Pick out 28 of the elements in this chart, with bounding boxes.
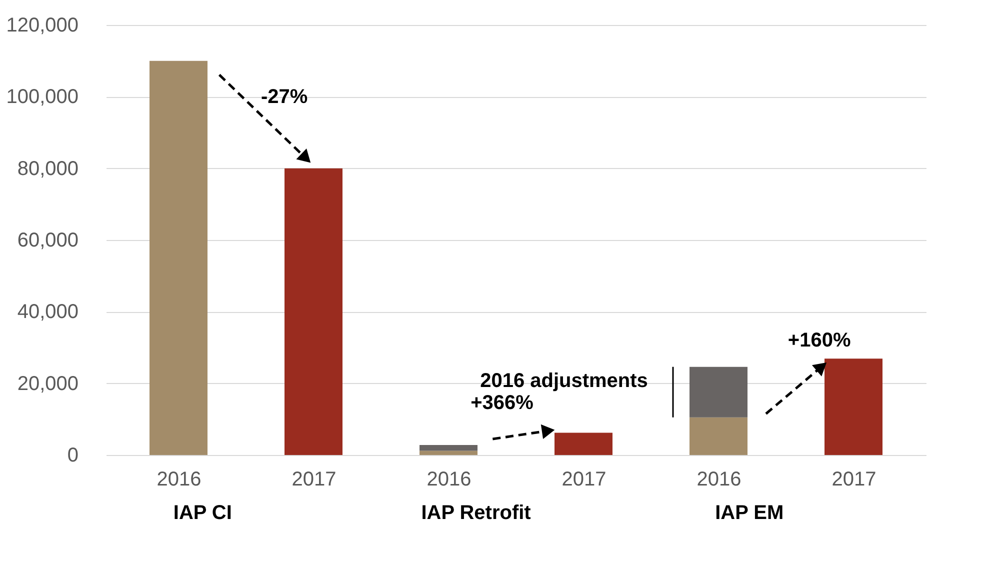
x-tick-label: 2017	[832, 468, 876, 490]
text: IAP Retrofit	[421, 502, 532, 524]
annotation: +366%	[470, 392, 534, 414]
x-tick-label: 2016	[696, 468, 742, 490]
bar	[824, 358, 882, 455]
bar	[420, 444, 478, 451]
x-tick-label: 2017	[292, 468, 336, 490]
y-tick-label: 80,000	[17, 158, 78, 180]
y-tick-label: 40,000	[17, 301, 78, 324]
text: IAP CI	[173, 502, 232, 524]
bar	[420, 450, 478, 455]
bar	[150, 60, 208, 455]
text: 2016 adjustments	[480, 370, 648, 392]
bar	[690, 366, 748, 418]
y-tick-label: 120,000	[6, 14, 78, 36]
y-tick-label: 20,000	[17, 372, 78, 395]
bar	[554, 432, 612, 455]
y-tick-label: 60,000	[17, 230, 78, 252]
x-tick-label: 2017	[562, 468, 606, 490]
x-tick-label: 2016	[156, 468, 202, 490]
bar	[284, 168, 342, 455]
text: IAP EM	[715, 502, 784, 524]
x-tick-label: 2016	[426, 468, 472, 490]
y-tick-label: 100,000	[6, 86, 78, 108]
y-tick-label: 0	[67, 444, 78, 466]
annotation: -27%	[260, 86, 308, 108]
bar	[690, 417, 748, 455]
annotation: +160%	[788, 330, 851, 352]
